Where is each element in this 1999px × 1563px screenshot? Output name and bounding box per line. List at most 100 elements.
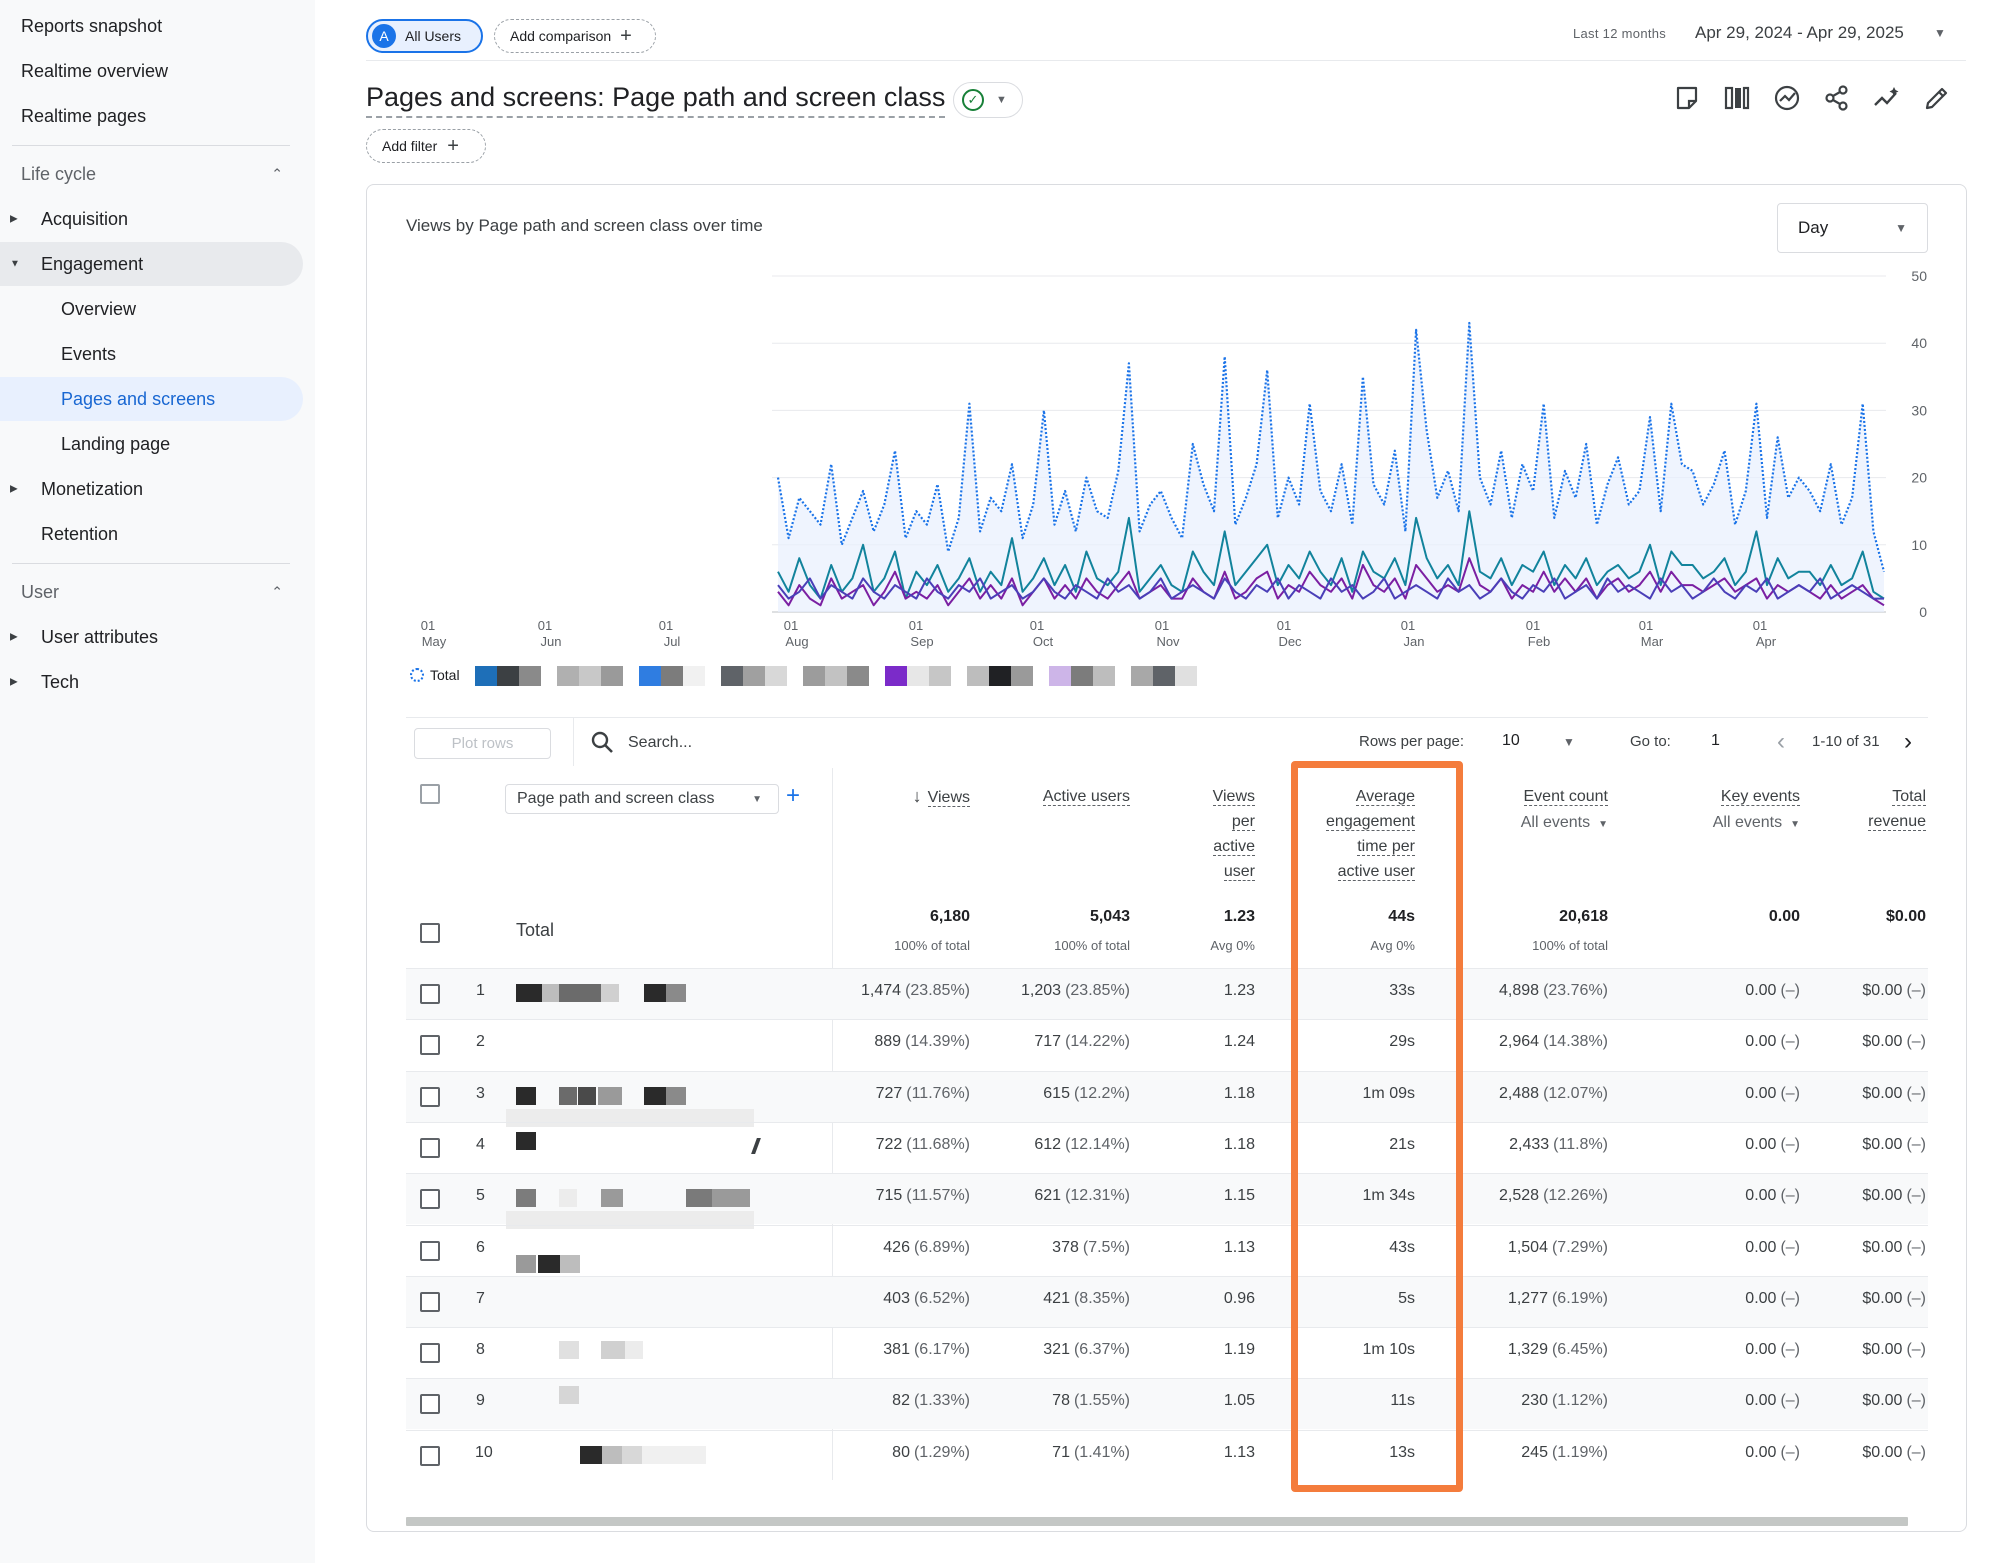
column-header-views-per-user[interactable]: Views per active user <box>1212 784 1255 884</box>
sidebar-item-overview[interactable]: Overview <box>0 287 136 331</box>
row-checkbox[interactable] <box>420 1343 440 1364</box>
sidebar-item-retention[interactable]: Retention <box>0 512 118 556</box>
edit-icon[interactable] <box>1922 83 1952 113</box>
segment-chip-all-users[interactable]: A All Users <box>366 19 483 53</box>
legend-swatch[interactable] <box>661 666 683 686</box>
column-subheader[interactable]: All events <box>1520 814 1591 831</box>
explore-insights-icon[interactable] <box>1772 83 1802 113</box>
legend-swatch[interactable] <box>743 666 765 686</box>
row-checkbox[interactable] <box>420 1291 440 1312</box>
table-row[interactable] <box>406 968 1928 1019</box>
section-life-cycle[interactable]: Life cycle ⌃ <box>0 152 303 196</box>
caret-down-icon[interactable]: ▼ <box>1934 26 1946 40</box>
column-header-total-revenue[interactable]: Total revenue <box>1868 784 1926 834</box>
legend-swatch[interactable] <box>803 666 825 686</box>
caret-down-icon[interactable]: ▼ <box>1563 735 1575 749</box>
column-header-key-events[interactable]: Key events All events ▼ <box>1713 784 1800 839</box>
legend-swatch[interactable] <box>579 666 601 686</box>
table-row[interactable] <box>406 1275 1928 1327</box>
legend-swatch[interactable] <box>683 666 705 686</box>
column-header-active-users[interactable]: Active users <box>1042 784 1130 809</box>
legend-swatch[interactable] <box>475 666 497 686</box>
sidebar-item-user-attributes[interactable]: ▶ User attributes <box>0 615 158 659</box>
chevron-left-icon[interactable]: ‹ <box>1777 728 1785 755</box>
legend-swatch[interactable] <box>885 666 907 686</box>
sidebar-item-events[interactable]: Events <box>0 332 116 376</box>
legend-swatch[interactable] <box>1131 666 1153 686</box>
date-range-picker[interactable]: Apr 29, 2024 - Apr 29, 2025 <box>1695 23 1904 42</box>
series-line-row-3[interactable] <box>777 577 1884 600</box>
legend-swatch[interactable] <box>989 666 1011 686</box>
table-row[interactable] <box>406 1378 1928 1430</box>
search-input[interactable] <box>628 730 928 756</box>
column-subheader[interactable]: All events <box>1712 814 1783 831</box>
add-comparison-button[interactable]: Add comparison + <box>494 19 656 53</box>
legend-swatch[interactable] <box>519 666 541 686</box>
nav-realtime-pages[interactable]: Realtime pages <box>0 94 146 138</box>
legend-swatch[interactable] <box>639 666 661 686</box>
row-checkbox[interactable] <box>420 1137 440 1158</box>
legend-swatch[interactable] <box>601 666 623 686</box>
sidebar-item-engagement[interactable]: ▼ Engagement <box>0 242 303 286</box>
plot-rows-button[interactable]: Plot rows <box>414 728 551 759</box>
total-row-checkbox[interactable] <box>420 923 440 943</box>
rows-per-page-select[interactable]: 10 <box>1502 732 1520 749</box>
column-header-text: Active users <box>1042 788 1130 806</box>
sidebar-item-acquisition[interactable]: ▶ Acquisition <box>0 197 128 241</box>
chevron-right-icon[interactable]: › <box>1904 728 1912 755</box>
legend-swatch[interactable] <box>929 666 951 686</box>
horizontal-scrollbar[interactable] <box>406 1517 1908 1526</box>
table-row[interactable] <box>406 1122 1928 1173</box>
legend-swatch[interactable] <box>825 666 847 686</box>
legend-swatch[interactable] <box>765 666 787 686</box>
row-checkbox[interactable] <box>420 1240 440 1261</box>
table-row[interactable] <box>406 1225 1928 1276</box>
legend-swatch[interactable] <box>1049 666 1071 686</box>
sidebar-item-tech[interactable]: ▶ Tech <box>0 660 79 704</box>
row-checkbox[interactable] <box>420 1086 440 1107</box>
legend-swatch[interactable] <box>1071 666 1093 686</box>
sidebar-item-landing-page[interactable]: Landing page <box>0 422 170 466</box>
legend-swatch[interactable] <box>907 666 929 686</box>
row-checkbox[interactable] <box>420 1445 440 1466</box>
row-checkbox[interactable] <box>420 1189 440 1210</box>
sidebar-item-monetization[interactable]: ▶ Monetization <box>0 467 143 511</box>
sidebar-item-pages-and-screens[interactable]: Pages and screens <box>0 377 303 421</box>
goto-page-input[interactable]: 1 <box>1711 732 1720 749</box>
compare-columns-icon[interactable] <box>1722 83 1752 113</box>
insights-note-icon[interactable] <box>1672 83 1702 113</box>
series-line-total[interactable] <box>776 321 1886 572</box>
section-user[interactable]: User ⌃ <box>0 570 303 614</box>
caret-down-icon[interactable]: ▼ <box>1790 819 1800 830</box>
add-dimension-button[interactable]: + <box>786 782 801 809</box>
row-checkbox[interactable] <box>420 1035 440 1056</box>
nav-realtime-overview[interactable]: Realtime overview <box>0 49 168 93</box>
add-filter-button[interactable]: Add filter + <box>366 129 486 163</box>
nav-reports-snapshot[interactable]: Reports snapshot <box>0 4 162 48</box>
caret-down-icon[interactable]: ▼ <box>1598 819 1608 830</box>
share-icon[interactable] <box>1822 83 1852 113</box>
column-header-avg-engagement[interactable]: Average engagement time per active user <box>1326 784 1415 884</box>
legend-swatch[interactable] <box>847 666 869 686</box>
legend-swatch[interactable] <box>497 666 519 686</box>
granularity-select[interactable]: Day ▼ <box>1777 203 1928 253</box>
row-checkbox[interactable] <box>420 984 440 1004</box>
table-row[interactable] <box>406 1019 1928 1070</box>
row-checkbox[interactable] <box>420 1394 440 1415</box>
legend-swatch[interactable] <box>1153 666 1175 686</box>
legend-swatch[interactable] <box>1011 666 1033 686</box>
line-chart[interactable]: 01May01Jun01Jul01Aug01Sep01Oct01Nov01Dec… <box>366 255 1966 655</box>
legend-swatch[interactable] <box>1093 666 1115 686</box>
legend-swatch[interactable] <box>557 666 579 686</box>
legend-swatch[interactable] <box>721 666 743 686</box>
report-status-button[interactable]: ✓ ▼ <box>953 82 1023 118</box>
trend-icon[interactable] <box>1872 83 1902 113</box>
select-all-checkbox[interactable] <box>420 784 440 804</box>
column-header-views[interactable]: ↓ Views <box>913 784 970 810</box>
column-header-event-count[interactable]: Event count All events ▼ <box>1521 784 1608 839</box>
page-title[interactable]: Pages and screens: Page path and screen … <box>366 80 946 118</box>
legend-swatch[interactable] <box>1175 666 1197 686</box>
series-line-row-1[interactable] <box>777 510 1885 600</box>
dimension-select[interactable]: Page path and screen class ▼ <box>505 784 779 814</box>
legend-swatch[interactable] <box>967 666 989 686</box>
